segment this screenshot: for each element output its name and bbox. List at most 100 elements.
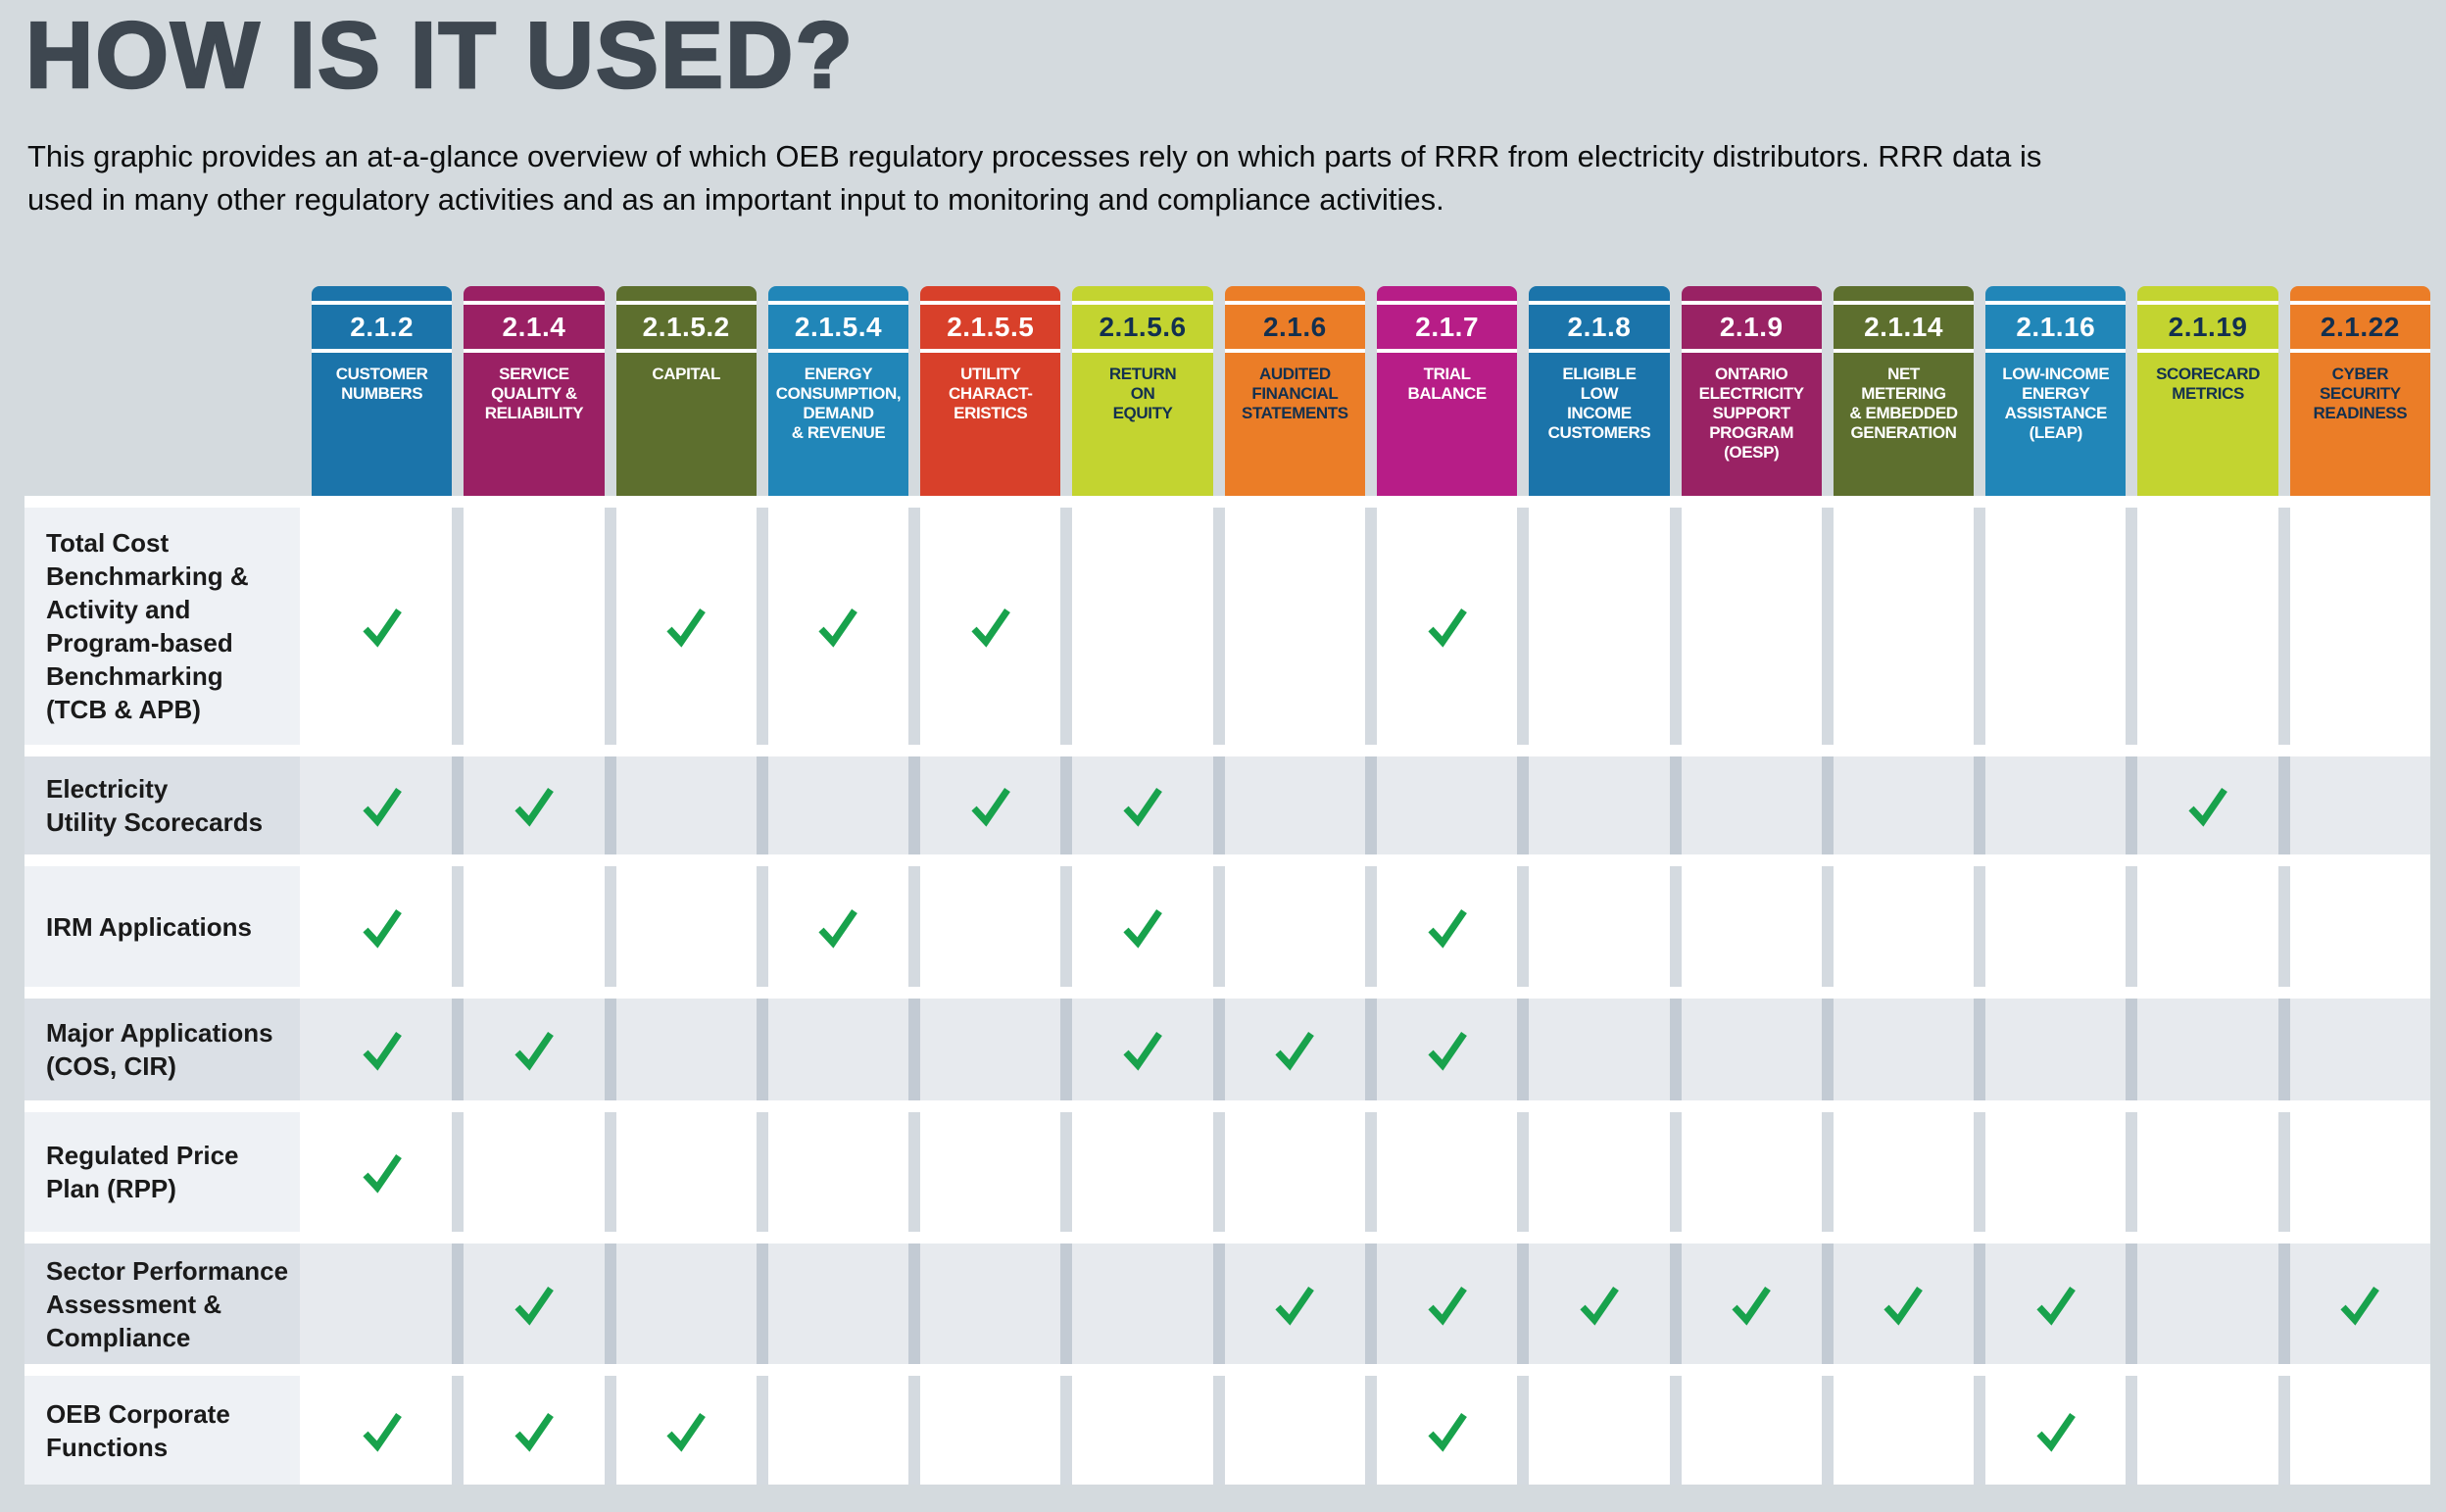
cell-7-2.1.5.6 xyxy=(1060,1376,1212,1485)
cell-5-2.1.8 xyxy=(1517,1112,1669,1232)
cell-7-2.1.4 xyxy=(452,1376,604,1485)
cell-4-2.1.6 xyxy=(1212,999,1365,1100)
row-label: Major Applications (COS, CIR) xyxy=(24,999,300,1100)
divider xyxy=(464,349,605,353)
cell-2-2.1.6 xyxy=(1212,756,1365,854)
column-label: CYBER SECURITY READINESS xyxy=(2313,365,2408,422)
check-icon xyxy=(666,1412,707,1452)
cell-5-2.1.16 xyxy=(1974,1112,2126,1232)
cell-1-2.1.5.2 xyxy=(604,508,757,745)
column-tab-cap xyxy=(1682,286,1822,301)
divider xyxy=(767,349,909,353)
column-header-2.1.6: 2.1.6 AUDITED FINANCIAL STATEMENTS xyxy=(1224,286,1365,496)
cell-5-2.1.5.2 xyxy=(604,1112,757,1232)
column-header-2.1.5.2: 2.1.5.2 CAPITAL xyxy=(615,286,757,496)
cell-1-2.1.5.4 xyxy=(756,508,908,745)
cell-7-2.1.8 xyxy=(1517,1376,1669,1485)
cell-7-2.1.6 xyxy=(1212,1376,1365,1485)
divider xyxy=(1833,349,1975,353)
cell-1-2.1.2 xyxy=(312,508,452,745)
check-icon xyxy=(1123,908,1162,949)
cell-5-2.1.14 xyxy=(1821,1112,1974,1232)
divider xyxy=(767,301,909,305)
cell-2-2.1.5.2 xyxy=(604,756,757,854)
cell-3-2.1.6 xyxy=(1212,866,1365,987)
check-icon xyxy=(1275,1032,1315,1071)
cell-3-2.1.7 xyxy=(1364,866,1517,987)
check-icon xyxy=(1580,1286,1619,1326)
check-icon xyxy=(971,609,1010,648)
cell-2-2.1.4 xyxy=(452,756,604,854)
divider xyxy=(312,349,453,353)
cell-4-2.1.8 xyxy=(1517,999,1669,1100)
check-icon xyxy=(1428,609,1467,648)
cell-6-2.1.16 xyxy=(1974,1244,2126,1364)
check-icon xyxy=(1275,1286,1315,1326)
cell-7-2.1.22 xyxy=(2277,1376,2430,1485)
cell-6-2.1.7 xyxy=(1364,1244,1517,1364)
column-tab-cap xyxy=(920,286,1060,301)
row-label: Electricity Utility Scorecards xyxy=(24,756,300,854)
cell-1-2.1.5.6 xyxy=(1060,508,1212,745)
cell-7-2.1.19 xyxy=(2126,1376,2277,1485)
check-icon xyxy=(2340,1286,2380,1326)
column-code: 2.1.8 xyxy=(1567,311,1632,342)
divider xyxy=(2137,349,2278,353)
column-tab-cap xyxy=(1377,286,1517,301)
check-icon xyxy=(818,908,858,949)
cell-4-2.1.5.5 xyxy=(908,999,1060,1100)
divider xyxy=(615,301,757,305)
cell-4-2.1.5.4 xyxy=(756,999,908,1100)
column-header-2.1.5.6: 2.1.5.6 RETURN ON EQUITY xyxy=(1072,286,1213,496)
cell-4-2.1.14 xyxy=(1821,999,1974,1100)
cell-4-2.1.16 xyxy=(1974,999,2126,1100)
cell-3-2.1.5.2 xyxy=(604,866,757,987)
column-label: AUDITED FINANCIAL STATEMENTS xyxy=(1242,365,1348,422)
check-icon xyxy=(1732,1286,1772,1326)
cell-5-2.1.4 xyxy=(452,1112,604,1232)
column-header-2.1.5.4: 2.1.5.4 ENERGY CONSUMPTION, DEMAND & REVE… xyxy=(767,286,909,496)
column-header-2.1.22: 2.1.22 CYBER SECURITY READINESS xyxy=(2289,286,2430,496)
cell-3-2.1.5.6 xyxy=(1060,866,1212,987)
column-tab-cap xyxy=(2137,286,2277,301)
column-tab-cap xyxy=(616,286,757,301)
cell-4-2.1.22 xyxy=(2277,999,2430,1100)
column-code: 2.1.7 xyxy=(1415,311,1480,342)
column-label: TRIAL BALANCE xyxy=(1407,365,1487,403)
header-spacer xyxy=(24,286,300,496)
check-icon xyxy=(514,788,554,827)
check-icon xyxy=(1883,1286,1924,1326)
usage-matrix: 2.1.2 CUSTOMER NUMBERS 2.1.4 SERVICE QUALIT… xyxy=(24,286,2430,1485)
cell-4-2.1.2 xyxy=(312,999,452,1100)
cell-1-2.1.4 xyxy=(452,508,604,745)
cell-5-2.1.2 xyxy=(312,1112,452,1232)
row-label: Sector Performance Assessment & Complian… xyxy=(24,1244,300,1364)
cell-2-2.1.22 xyxy=(2277,756,2430,854)
column-label: LOW-INCOME ENERGY ASSISTANCE (LEAP) xyxy=(2002,365,2110,442)
cell-3-2.1.14 xyxy=(1821,866,1974,987)
column-tab-cap xyxy=(1985,286,2126,301)
cell-6-2.1.5.2 xyxy=(604,1244,757,1364)
cell-2-2.1.9 xyxy=(1669,756,1822,854)
column-header-2.1.7: 2.1.7 TRIAL BALANCE xyxy=(1377,286,1518,496)
divider xyxy=(2289,349,2430,353)
check-icon xyxy=(1428,1412,1467,1452)
page-subtitle: This graphic provides an at-a-glance ove… xyxy=(27,135,2041,221)
cell-5-2.1.6 xyxy=(1212,1112,1365,1232)
subtitle-line-1: This graphic provides an at-a-glance ove… xyxy=(27,139,2042,173)
cell-3-2.1.22 xyxy=(2277,866,2430,987)
column-code: 2.1.16 xyxy=(2016,311,2096,342)
cell-5-2.1.5.4 xyxy=(756,1112,908,1232)
cell-2-2.1.8 xyxy=(1517,756,1669,854)
cell-5-2.1.19 xyxy=(2126,1112,2277,1232)
divider xyxy=(312,301,453,305)
divider xyxy=(1072,349,1213,353)
check-icon xyxy=(818,609,858,648)
check-icon xyxy=(363,1154,402,1194)
subtitle-line-2: used in many other regulatory activities… xyxy=(27,182,1444,217)
column-code: 2.1.19 xyxy=(2168,311,2248,342)
column-code: 2.1.22 xyxy=(2320,311,2400,342)
cell-4-2.1.19 xyxy=(2126,999,2277,1100)
column-code: 2.1.2 xyxy=(350,311,415,342)
cell-6-2.1.9 xyxy=(1669,1244,1822,1364)
